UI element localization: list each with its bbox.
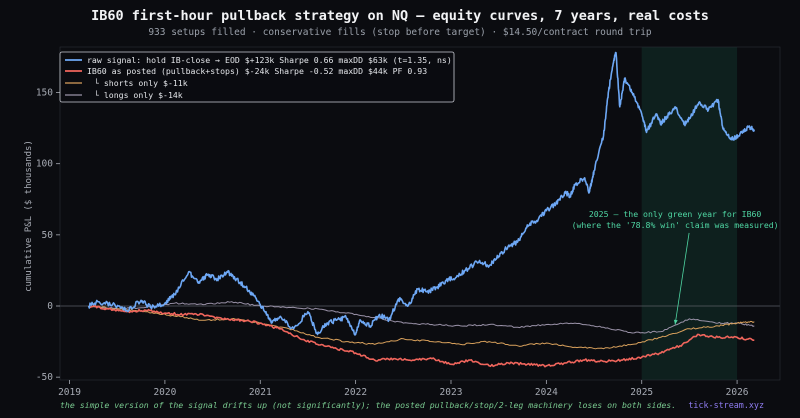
x-tick-label: 2022 bbox=[344, 387, 367, 398]
x-tick-label: 2020 bbox=[153, 387, 176, 398]
footer-note: the simple version of the signal drifts … bbox=[60, 400, 677, 410]
x-tick-label: 2026 bbox=[726, 387, 749, 398]
x-tick-label: 2025 bbox=[630, 387, 653, 398]
annotation-line-2: (where the '78.8% win' claim was measure… bbox=[572, 220, 779, 230]
legend-label-posted: IB60 as posted (pullback+stops) $-24k Sh… bbox=[87, 66, 427, 76]
annotation-line-1: 2025 — the only green year for IB60 bbox=[589, 209, 762, 219]
series-line-longs bbox=[88, 301, 755, 334]
legend-label-raw: raw signal: hold IB-close → EOD $+123k S… bbox=[87, 55, 452, 65]
annotation-arrowhead bbox=[673, 319, 678, 325]
legend-label-shorts: └ shorts only $-11k bbox=[94, 78, 188, 88]
chart-subtitle: 933 setups filled · conservative fills (… bbox=[148, 27, 652, 38]
series-layer bbox=[87, 51, 756, 368]
series-line-shorts bbox=[88, 305, 755, 350]
series-line-raw bbox=[87, 51, 756, 336]
legend-label-longs: └ longs only $-14k bbox=[94, 90, 183, 100]
series-line-posted bbox=[88, 305, 755, 368]
x-tick-label: 2021 bbox=[249, 387, 272, 398]
x-tick-label: 2023 bbox=[440, 387, 463, 398]
y-tick-label: 50 bbox=[42, 230, 54, 241]
brand-link[interactable]: tick-stream.xyz bbox=[688, 400, 764, 410]
y-axis-label: cumulative P&L ($ thousands) bbox=[24, 140, 34, 292]
axes-layer: 2019 2020 2021 2022 2023 2024 2025 2026 -50 0 50 10… bbox=[36, 46, 781, 398]
y-tick-label: 100 bbox=[36, 159, 53, 170]
y-tick-label: 0 bbox=[47, 301, 53, 312]
x-tick-label: 2019 bbox=[58, 387, 81, 398]
y-tick-label: 150 bbox=[36, 88, 53, 99]
y-tick-label: -50 bbox=[36, 372, 53, 383]
legend-box bbox=[59, 51, 455, 103]
chart-title: IB60 first-hour pullback strategy on NQ … bbox=[91, 8, 709, 24]
annotation-arrow bbox=[674, 232, 690, 325]
x-tick-label: 2024 bbox=[535, 387, 558, 398]
plot-frame bbox=[59, 46, 781, 381]
annotation: 2025 — the only green year for IB60 (whe… bbox=[572, 209, 779, 325]
legend: raw signal: hold IB-close → EOD $+123k S… bbox=[59, 51, 455, 103]
